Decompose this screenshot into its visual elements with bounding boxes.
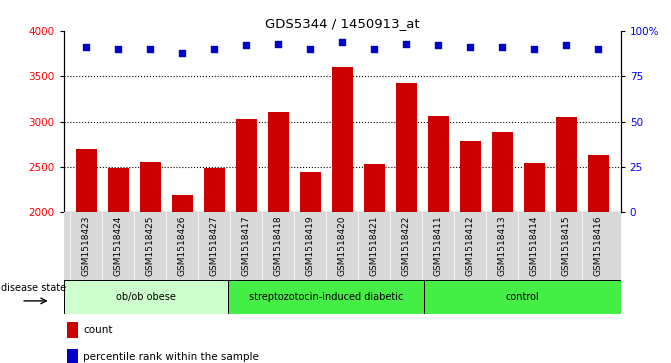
Text: GSM1518419: GSM1518419 <box>306 216 315 276</box>
Text: GSM1518412: GSM1518412 <box>466 216 475 276</box>
Text: streptozotocin-induced diabetic: streptozotocin-induced diabetic <box>249 292 403 302</box>
Bar <box>331 67 353 363</box>
Bar <box>76 149 97 363</box>
Bar <box>524 163 545 363</box>
Bar <box>227 280 424 314</box>
Bar <box>66 322 78 338</box>
Bar <box>428 116 449 363</box>
Bar <box>556 117 576 363</box>
Text: percentile rank within the sample: percentile rank within the sample <box>83 352 259 362</box>
Point <box>433 42 444 48</box>
Text: GSM1518414: GSM1518414 <box>530 216 539 276</box>
Text: GSM1518427: GSM1518427 <box>209 216 219 276</box>
Text: GSM1518420: GSM1518420 <box>338 216 347 276</box>
Text: GSM1518415: GSM1518415 <box>562 216 571 276</box>
Text: GSM1518421: GSM1518421 <box>370 216 378 276</box>
Text: count: count <box>83 325 113 335</box>
Bar <box>108 168 129 363</box>
Point <box>465 44 476 50</box>
Point <box>561 42 572 48</box>
Bar <box>364 164 384 363</box>
Point <box>176 50 187 56</box>
Text: GSM1518416: GSM1518416 <box>594 216 603 276</box>
Text: GSM1518425: GSM1518425 <box>146 216 154 276</box>
Point <box>273 41 284 46</box>
Bar <box>140 162 160 363</box>
Bar <box>66 349 78 363</box>
Point <box>337 39 348 45</box>
Bar <box>300 172 321 363</box>
Bar <box>204 168 225 363</box>
Bar <box>64 280 227 314</box>
Text: GSM1518411: GSM1518411 <box>433 216 443 276</box>
Point <box>241 42 252 48</box>
Point <box>209 46 219 52</box>
Title: GDS5344 / 1450913_at: GDS5344 / 1450913_at <box>265 17 419 30</box>
Text: GSM1518413: GSM1518413 <box>498 216 507 276</box>
Text: GSM1518424: GSM1518424 <box>113 216 123 276</box>
Text: GSM1518423: GSM1518423 <box>82 216 91 276</box>
Point <box>81 44 91 50</box>
Text: GSM1518417: GSM1518417 <box>242 216 251 276</box>
Bar <box>172 195 193 363</box>
Bar <box>424 280 621 314</box>
Point <box>497 44 508 50</box>
Bar <box>588 155 609 363</box>
Point <box>593 46 604 52</box>
Text: disease state: disease state <box>1 283 66 293</box>
Point <box>369 46 380 52</box>
Point <box>305 46 315 52</box>
Point <box>145 46 156 52</box>
Point <box>401 41 411 46</box>
Bar <box>396 83 417 363</box>
Text: ob/ob obese: ob/ob obese <box>115 292 176 302</box>
Text: control: control <box>505 292 539 302</box>
Bar <box>268 111 289 363</box>
Point <box>113 46 123 52</box>
Text: GSM1518426: GSM1518426 <box>178 216 187 276</box>
Bar <box>460 140 480 363</box>
Text: GSM1518418: GSM1518418 <box>274 216 282 276</box>
Bar <box>236 119 256 363</box>
Point <box>529 46 539 52</box>
Bar <box>492 132 513 363</box>
Text: GSM1518422: GSM1518422 <box>402 216 411 276</box>
